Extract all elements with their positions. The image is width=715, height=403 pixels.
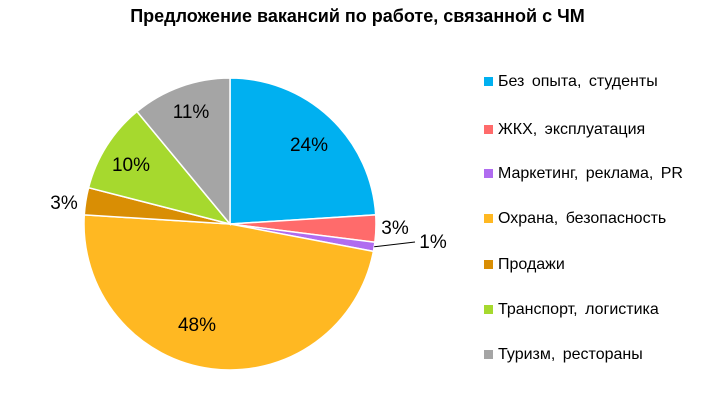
- legend-swatch: [484, 260, 493, 269]
- legend-item-1: Без опыта, студенты: [484, 73, 710, 90]
- leader-lines: [374, 241, 416, 248]
- pie-slice-1: [229, 77, 377, 225]
- legend-label: Маркетинг, реклама, PR: [498, 165, 683, 182]
- slice-label-2: 3%: [381, 218, 409, 239]
- legend-label: Охрана, безопасность: [498, 210, 667, 227]
- legend-item-5: Продажи: [484, 256, 710, 273]
- slice-label-1: 24%: [290, 135, 328, 156]
- legend-swatch: [484, 350, 493, 359]
- slice-label-5: 3%: [50, 193, 78, 214]
- chart-title: Предложение вакансий по работе, связанно…: [130, 6, 585, 26]
- legend-item-6: Транспорт, логистика: [484, 301, 710, 318]
- pie-slice-7: [135, 77, 231, 227]
- pie-slice-4: [83, 214, 375, 371]
- legend-swatch: [484, 169, 493, 178]
- legend-label: ЖКХ, эксплуатация: [498, 121, 646, 138]
- legend-swatch: [484, 125, 493, 134]
- slice-label-4: 48%: [178, 315, 216, 336]
- legend-label: Продажи: [498, 256, 565, 273]
- slice-label-6: 10%: [112, 155, 150, 176]
- slice-labels: 24% 3% 1% 48% 3% 10% 11%: [50, 102, 447, 336]
- legend-swatch: [484, 305, 493, 314]
- pie-slice-6: [87, 110, 233, 226]
- legend-item-7: Туризм, рестораны: [484, 346, 710, 363]
- leader-line-3: [374, 241, 416, 248]
- legend-label: Без опыта, студенты: [498, 73, 658, 90]
- legend-swatch: [484, 77, 493, 86]
- legend-item-2: ЖКХ, эксплуатация: [484, 121, 710, 138]
- legend-item-4: Охрана, безопасность: [484, 210, 710, 227]
- legend-label: Туризм, рестораны: [498, 346, 643, 363]
- legend-label: Транспорт, логистика: [498, 301, 659, 318]
- slice-label-7: 11%: [173, 102, 210, 123]
- legend-swatch: [484, 214, 493, 223]
- pie-slices: [83, 77, 377, 371]
- slice-label-3: 1%: [419, 232, 447, 253]
- legend-item-3: Маркетинг, реклама, PR: [484, 165, 710, 182]
